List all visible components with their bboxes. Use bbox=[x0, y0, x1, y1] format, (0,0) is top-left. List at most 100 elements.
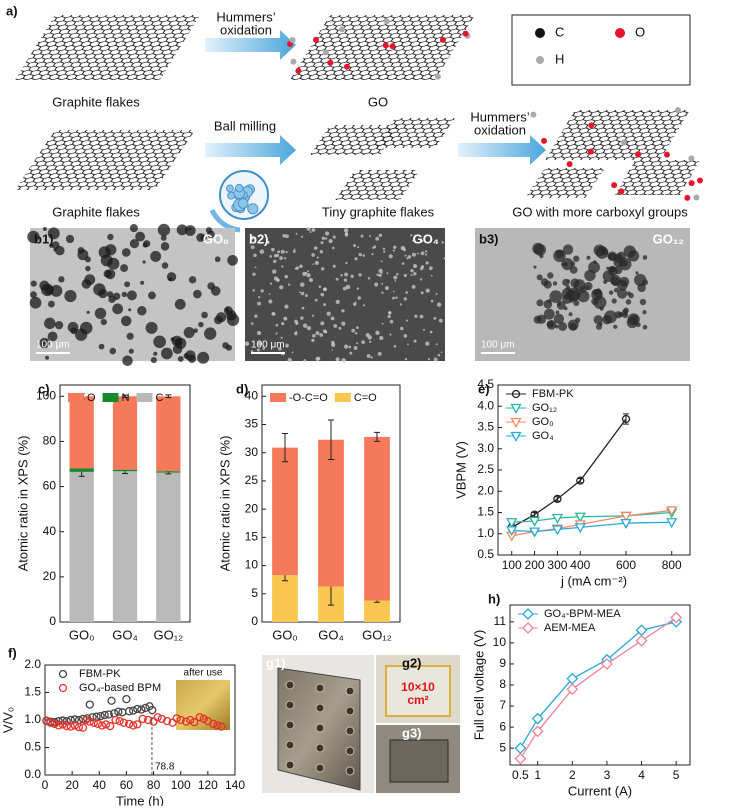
sem-grain bbox=[294, 331, 298, 336]
sem-grain bbox=[283, 316, 288, 321]
sem-grain bbox=[280, 249, 285, 254]
y-tick-label: 5 bbox=[499, 740, 506, 754]
sem-grain bbox=[333, 324, 338, 328]
sem-grain bbox=[94, 307, 107, 320]
sem-grain bbox=[407, 343, 409, 346]
sem-grain bbox=[306, 270, 309, 273]
marker bbox=[635, 634, 648, 647]
legend-swatch bbox=[270, 393, 286, 402]
sem-grain bbox=[356, 342, 359, 345]
sem-grain bbox=[126, 290, 137, 301]
marker bbox=[50, 719, 59, 728]
marker bbox=[551, 513, 564, 524]
marker bbox=[124, 707, 134, 716]
bolt bbox=[345, 746, 355, 756]
series-line bbox=[519, 621, 677, 749]
sem-grain bbox=[284, 304, 289, 309]
sem-grain bbox=[367, 335, 372, 340]
panel-label: g2) bbox=[402, 655, 422, 670]
marker bbox=[66, 722, 75, 731]
sem-grain bbox=[420, 239, 424, 243]
sem-grain bbox=[381, 322, 384, 325]
marker bbox=[574, 523, 586, 534]
marker bbox=[58, 720, 67, 729]
sem-grain bbox=[292, 250, 296, 253]
sem-grain bbox=[440, 351, 443, 354]
annotation: 78.8 bbox=[155, 762, 175, 773]
y-tick-label: 60 bbox=[43, 479, 57, 493]
marker bbox=[514, 742, 527, 755]
marker bbox=[149, 717, 158, 726]
sem-grain bbox=[344, 272, 349, 277]
atom bbox=[663, 151, 670, 158]
sem-grain bbox=[425, 288, 430, 293]
sem-grain bbox=[570, 278, 580, 288]
marker bbox=[124, 719, 134, 728]
sem-grain bbox=[107, 233, 114, 241]
sem-grain bbox=[64, 289, 77, 303]
sem-grain bbox=[574, 317, 581, 323]
sem-grain bbox=[403, 297, 407, 301]
sem-grain bbox=[122, 355, 133, 367]
sem-grain bbox=[308, 277, 314, 283]
series-line bbox=[511, 521, 672, 533]
ball bbox=[237, 198, 249, 209]
caption: Graphite flakes bbox=[52, 204, 140, 219]
sem-grain bbox=[223, 306, 233, 315]
sem-grain bbox=[360, 234, 364, 238]
sem-grain bbox=[135, 231, 146, 242]
sem-grain bbox=[429, 330, 433, 334]
sem-grain bbox=[375, 330, 380, 335]
error-bar bbox=[165, 394, 172, 399]
series-line bbox=[519, 617, 677, 760]
x-tick-label: 120 bbox=[198, 778, 218, 792]
legend-label: H bbox=[555, 51, 564, 66]
legend-label: O bbox=[635, 24, 645, 39]
y-tick-label: 11 bbox=[494, 614, 507, 628]
marker bbox=[551, 525, 564, 536]
sem-grain bbox=[161, 262, 169, 269]
sem-grain bbox=[392, 249, 395, 252]
arrow-label: Hummers’ bbox=[216, 9, 275, 24]
marker bbox=[511, 389, 521, 399]
x-tick-label: 600 bbox=[616, 558, 636, 572]
legend-label: C bbox=[555, 24, 564, 39]
sem-grain bbox=[335, 299, 340, 304]
sem-grain bbox=[284, 274, 289, 279]
marker bbox=[133, 720, 142, 729]
sem-grain bbox=[318, 285, 322, 288]
sem-grain bbox=[269, 255, 273, 258]
error-bar bbox=[122, 394, 128, 398]
sem-grain bbox=[357, 246, 360, 249]
y-tick-label: 2.0 bbox=[24, 657, 41, 671]
legend-label: O bbox=[87, 392, 96, 404]
sem-grain bbox=[595, 246, 609, 259]
sem-grain bbox=[569, 265, 578, 274]
marker bbox=[93, 719, 103, 728]
sem-grain bbox=[532, 242, 544, 255]
marker bbox=[506, 518, 518, 529]
sem-grain bbox=[543, 280, 552, 289]
sem-grain bbox=[400, 326, 404, 331]
sem-grain bbox=[315, 331, 320, 335]
bolt bbox=[315, 723, 325, 733]
marker bbox=[670, 611, 683, 624]
sem-grain bbox=[356, 287, 360, 290]
panel-label: b1) bbox=[34, 231, 54, 246]
bar-segment bbox=[364, 436, 390, 601]
marker bbox=[190, 718, 199, 727]
sem-grain bbox=[207, 230, 215, 238]
sem-grain bbox=[331, 246, 335, 250]
sem-grain bbox=[324, 231, 330, 236]
sem-grain bbox=[382, 247, 386, 251]
atom bbox=[530, 111, 537, 118]
photo-note: 10×10 bbox=[401, 680, 435, 694]
sem-grain bbox=[387, 314, 391, 319]
sem-grain bbox=[148, 291, 156, 300]
marker bbox=[522, 608, 534, 620]
sem-grain bbox=[256, 330, 262, 336]
sem-grain bbox=[207, 282, 216, 290]
bolt bbox=[345, 686, 355, 696]
sem-grain bbox=[108, 295, 116, 304]
atom bbox=[611, 182, 618, 189]
